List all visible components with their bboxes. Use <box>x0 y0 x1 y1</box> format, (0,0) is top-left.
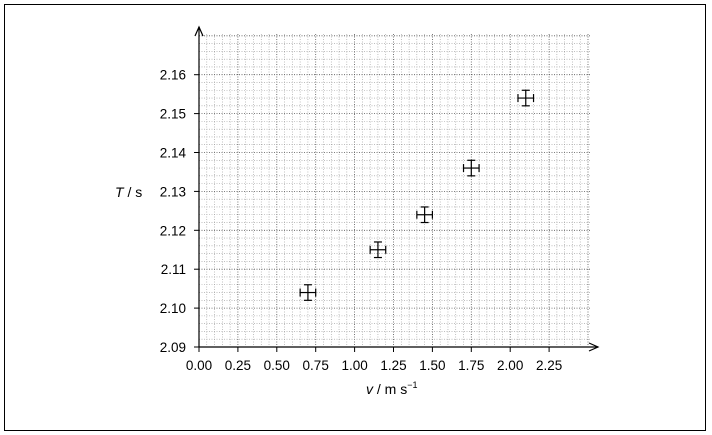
chart-axes <box>194 25 600 352</box>
y-tick-label: 2.11 <box>161 262 186 277</box>
data-point <box>299 284 317 301</box>
chart-ticks: 0.00 0.25 0.50 0.75 1.00 1.25 1.50 1.75 2.00 2.25… <box>160 68 563 373</box>
y-tick-label: 2.09 <box>160 340 186 355</box>
data-point <box>369 241 387 259</box>
y-axis-arrowhead <box>194 25 204 37</box>
x-axis-unit: / m s <box>373 381 407 397</box>
x-tick-label: 1.25 <box>380 358 406 373</box>
x-tick-label: 0.25 <box>225 358 251 373</box>
y-tick-label: 2.12 <box>160 223 186 238</box>
data-point <box>416 206 433 224</box>
x-axis-symbol: v <box>366 381 374 397</box>
y-tick-label: 2.14 <box>160 146 187 161</box>
y-axis-unit: / s <box>124 184 143 200</box>
x-tick-label: 2.25 <box>536 358 562 373</box>
y-axis-title: T / s <box>115 184 142 200</box>
x-tick-label: 2.00 <box>497 358 523 373</box>
y-tick-label: 2.13 <box>160 184 186 199</box>
x-tick-label: 0.00 <box>186 358 212 373</box>
x-tick-label: 1.00 <box>341 358 367 373</box>
x-tick-label: 1.50 <box>419 358 445 373</box>
figure-frame <box>4 4 706 431</box>
x-axis-unit-exponent: −1 <box>407 380 417 390</box>
data-point <box>517 89 535 107</box>
x-tick-label: 1.75 <box>458 358 484 373</box>
x-axis-arrowhead <box>588 342 600 352</box>
y-tick-label: 2.10 <box>160 301 186 316</box>
y-tick-label: 2.15 <box>160 107 186 122</box>
y-tick-label: 2.16 <box>160 68 186 83</box>
y-axis-symbol: T <box>115 184 125 200</box>
chart-grid <box>198 34 590 348</box>
data-points <box>299 89 535 301</box>
x-tick-label: 0.75 <box>303 358 329 373</box>
data-point <box>462 159 480 177</box>
x-axis-title: v / m s−1 <box>366 380 418 397</box>
x-tick-label: 0.50 <box>264 358 290 373</box>
